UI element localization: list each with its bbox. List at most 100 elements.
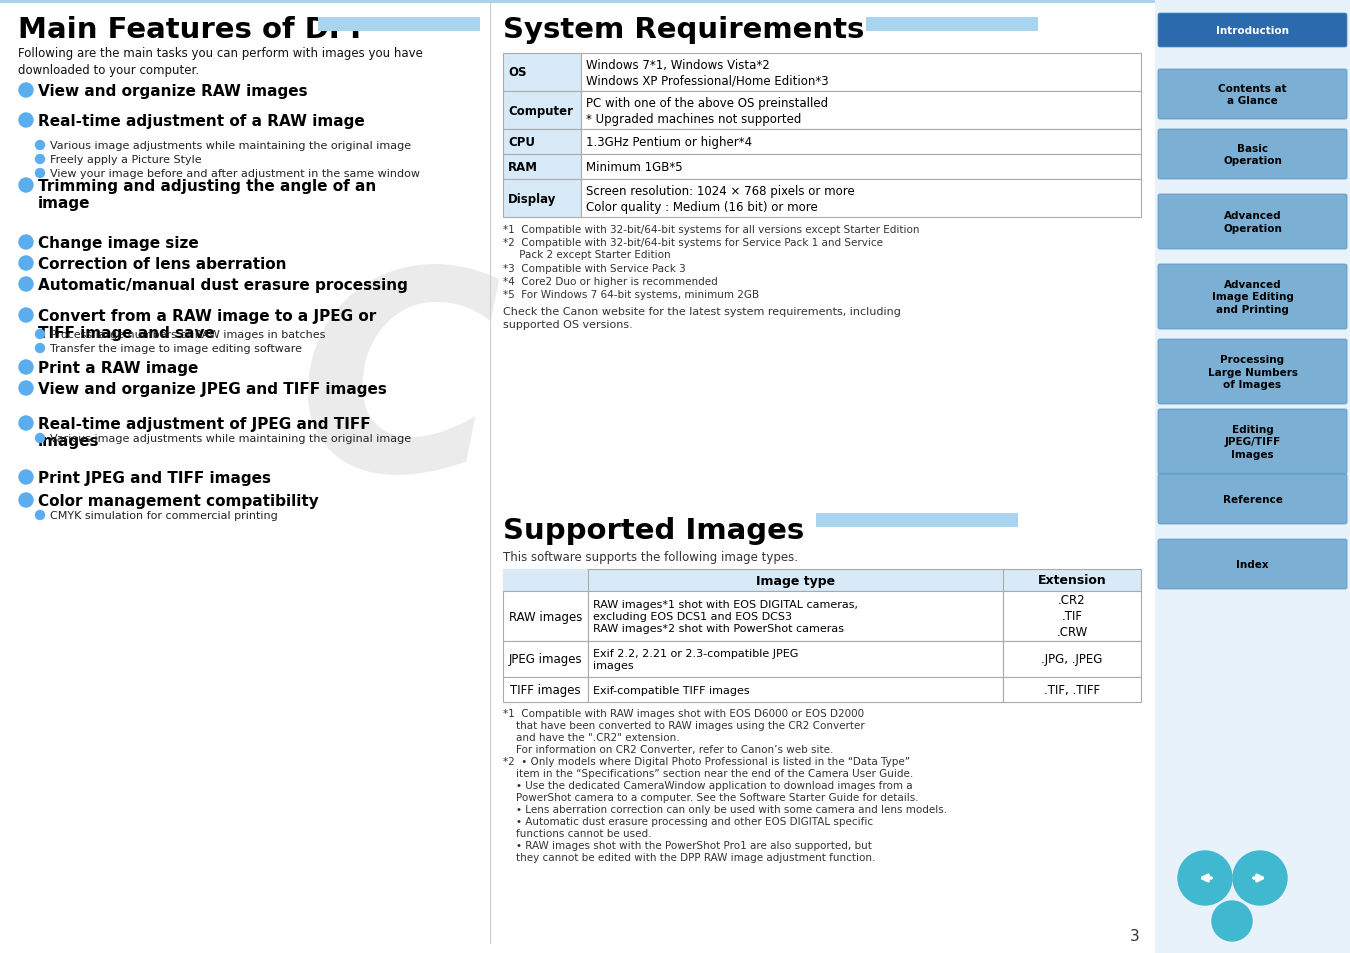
Circle shape [35,141,45,151]
Text: *1  Compatible with 32-bit/64-bit systems for all versions except Starter Editio: *1 Compatible with 32-bit/64-bit systems… [504,225,919,234]
Circle shape [19,235,32,250]
Text: *2  Compatible with 32-bit/64-bit systems for Service Pack 1 and Service
     Pa: *2 Compatible with 32-bit/64-bit systems… [504,237,883,259]
Text: CPU: CPU [508,136,535,149]
FancyBboxPatch shape [1158,265,1347,330]
Text: CMYK simulation for commercial printing: CMYK simulation for commercial printing [50,511,278,520]
Circle shape [19,416,32,431]
Text: Various image adjustments while maintaining the original image: Various image adjustments while maintain… [50,434,412,443]
Text: Correction of lens aberration: Correction of lens aberration [38,256,286,272]
Circle shape [19,360,32,375]
Text: Convert from a RAW image to a JPEG or
TIFF image and save: Convert from a RAW image to a JPEG or TI… [38,309,377,341]
Text: JPEG images: JPEG images [509,653,582,666]
FancyBboxPatch shape [1158,130,1347,180]
Text: .TIF, .TIFF: .TIF, .TIFF [1044,683,1100,697]
Circle shape [19,179,32,193]
Text: Processing
Large Numbers
of Images: Processing Large Numbers of Images [1207,355,1297,390]
Bar [0,0,1156,4]
Text: 3: 3 [1130,928,1139,943]
Text: *1  Compatible with RAW images shot with EOS D6000 or EOS D2000
    that have be: *1 Compatible with RAW images shot with … [504,708,865,754]
Circle shape [35,155,45,164]
Circle shape [19,471,32,484]
Circle shape [19,113,32,128]
Text: Display: Display [508,193,556,205]
Text: View and organize JPEG and TIFF images: View and organize JPEG and TIFF images [38,381,387,396]
Text: Index: Index [1237,559,1269,569]
Bar [1003,641,1141,678]
Text: Screen resolution: 1024 × 768 pixels or more
Color quality : Medium (16 bit) or : Screen resolution: 1024 × 768 pixels or … [586,184,855,213]
Text: RAW images*1 shot with EOS DIGITAL cameras,
excluding EOS DCS1 and EOS DCS3
RAW : RAW images*1 shot with EOS DIGITAL camer… [593,599,859,634]
Text: RAW images: RAW images [509,610,582,623]
Bar [504,569,589,592]
Text: Extension: Extension [1038,574,1107,587]
Text: Editing
JPEG/TIFF
Images: Editing JPEG/TIFF Images [1224,425,1281,459]
Text: Introduction: Introduction [1216,26,1289,36]
Bar [504,641,589,678]
Bar [504,180,580,218]
Bar [504,569,1141,592]
Text: Exif-compatible TIFF images: Exif-compatible TIFF images [593,685,749,695]
Bar [504,592,589,641]
Circle shape [19,256,32,271]
Bar [1156,0,1350,953]
Text: *3  Compatible with Service Pack 3: *3 Compatible with Service Pack 3 [504,264,686,274]
Bar [589,592,1003,641]
Text: *2  • Only models where Digital Photo Professional is listed in the “Data Type”
: *2 • Only models where Digital Photo Pro… [504,757,948,862]
Text: Print JPEG and TIFF images: Print JPEG and TIFF images [38,471,271,485]
Text: C: C [298,258,502,529]
FancyBboxPatch shape [1158,339,1347,405]
FancyBboxPatch shape [1158,14,1347,48]
Text: Image type: Image type [756,574,836,587]
Text: Check the Canon website for the latest system requirements, including
supported : Check the Canon website for the latest s… [504,307,900,330]
Circle shape [1212,901,1251,941]
Bar [504,54,580,91]
Text: .JPG, .JPEG: .JPG, .JPEG [1041,653,1103,666]
Text: .CR2
.TIF
.CRW: .CR2 .TIF .CRW [1056,594,1088,639]
Circle shape [35,170,45,178]
Text: Print a RAW image: Print a RAW image [38,360,198,375]
Text: Main Features of DPP: Main Features of DPP [18,16,371,44]
Text: Reference: Reference [1223,495,1282,504]
Bar [1003,678,1141,702]
Text: Real-time adjustment of JPEG and TIFF
images: Real-time adjustment of JPEG and TIFF im… [38,416,371,449]
Circle shape [35,330,45,339]
Bar [504,130,580,154]
Text: Windows 7*1, Windows Vista*2
Windows XP Professional/Home Edition*3: Windows 7*1, Windows Vista*2 Windows XP … [586,58,829,88]
Bar [589,641,1003,678]
Circle shape [1233,851,1287,905]
Bar [589,678,1003,702]
Text: Exif 2.2, 2.21 or 2.3-compatible JPEG
images: Exif 2.2, 2.21 or 2.3-compatible JPEG im… [593,648,798,671]
Text: View your image before and after adjustment in the same window: View your image before and after adjustm… [50,169,420,179]
FancyBboxPatch shape [1158,410,1347,475]
Circle shape [35,434,45,443]
Text: Supported Images: Supported Images [504,517,805,544]
Circle shape [35,511,45,520]
Text: Trimming and adjusting the angle of an
image: Trimming and adjusting the angle of an i… [38,179,377,212]
Bar [580,91,1141,130]
Text: *5  For Windows 7 64-bit systems, minimum 2GB: *5 For Windows 7 64-bit systems, minimum… [504,290,759,299]
Bar [504,91,580,130]
Text: Color management compatibility: Color management compatibility [38,494,319,509]
FancyBboxPatch shape [1158,475,1347,524]
Text: Following are the main tasks you can perform with images you have
downloaded to : Following are the main tasks you can per… [18,47,423,77]
Circle shape [19,381,32,395]
Text: *4  Core2 Duo or higher is recommended: *4 Core2 Duo or higher is recommended [504,276,718,287]
Circle shape [35,344,45,354]
Text: Contents at
a Glance: Contents at a Glance [1218,84,1287,106]
Text: Change image size: Change image size [38,235,198,251]
Text: Freely apply a Picture Style: Freely apply a Picture Style [50,154,201,165]
Text: PC with one of the above OS preinstalled
* Upgraded machines not supported: PC with one of the above OS preinstalled… [586,96,828,126]
Text: Real-time adjustment of a RAW image: Real-time adjustment of a RAW image [38,113,365,129]
Text: Computer: Computer [508,105,572,117]
Bar [580,130,1141,154]
Text: This software supports the following image types.: This software supports the following ima… [504,551,798,563]
Text: RAM: RAM [508,161,539,173]
Text: 1.3GHz Pentium or higher*4: 1.3GHz Pentium or higher*4 [586,136,752,149]
Text: Various image adjustments while maintaining the original image: Various image adjustments while maintain… [50,141,412,151]
Bar [815,514,1018,527]
Text: TIFF images: TIFF images [510,683,580,697]
Text: Advanced
Image Editing
and Printing: Advanced Image Editing and Printing [1211,280,1293,314]
Text: Advanced
Operation: Advanced Operation [1223,211,1282,233]
Bar [504,154,580,180]
Bar [580,180,1141,218]
FancyBboxPatch shape [1158,539,1347,589]
